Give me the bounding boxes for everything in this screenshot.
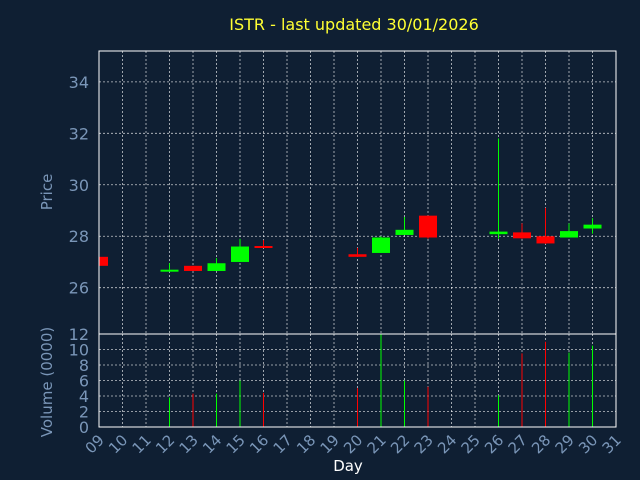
x-tick-label: 11 xyxy=(129,431,155,457)
x-tick-label: 21 xyxy=(364,431,390,457)
candle-body xyxy=(348,254,367,257)
candle-body xyxy=(395,229,414,235)
volume-tick-label: 12 xyxy=(69,325,89,344)
volume-tick-label: 10 xyxy=(69,341,89,360)
x-tick-label: 19 xyxy=(317,431,343,457)
price-tick-label: 28 xyxy=(69,227,89,246)
volume-panel-frame xyxy=(98,333,617,428)
volume-tick-label: 8 xyxy=(79,356,89,375)
x-tick-label: 31 xyxy=(599,431,625,457)
candle-body xyxy=(254,246,273,249)
volume-tick-label: 0 xyxy=(79,418,89,437)
candle-body xyxy=(99,256,108,266)
price-grid xyxy=(98,51,617,334)
candle-body xyxy=(207,263,226,271)
x-axis-label: Day xyxy=(333,457,363,475)
candle-body xyxy=(583,224,602,229)
volume-axis-label: Volume (0000) xyxy=(38,327,56,437)
x-tick-label: 12 xyxy=(152,431,178,457)
x-tick-label: 30 xyxy=(575,431,601,457)
x-tick-label: 25 xyxy=(458,431,484,457)
candle-body xyxy=(372,237,390,253)
candle-body xyxy=(231,246,249,262)
x-tick-label: 29 xyxy=(552,431,578,457)
x-tick-label: 14 xyxy=(199,431,225,457)
candle-body xyxy=(560,231,578,238)
x-tick-label: 24 xyxy=(434,431,460,457)
price-axis-ticks: 26 28 30 32 34 xyxy=(69,73,89,298)
x-tick-label: 13 xyxy=(176,431,202,457)
x-axis-ticks: 0910111213141516171819202122232425262728… xyxy=(82,431,625,457)
price-tick-label: 30 xyxy=(69,176,89,195)
volume-bars xyxy=(169,334,593,427)
candles xyxy=(98,138,602,272)
price-tick-label: 26 xyxy=(69,279,89,298)
x-tick-label: 16 xyxy=(246,431,272,457)
chart-title: ISTR - last updated 30/01/2026 xyxy=(229,15,479,34)
x-tick-label: 15 xyxy=(223,431,249,457)
candle-body xyxy=(160,269,179,272)
candle-body xyxy=(489,231,508,235)
x-tick-label: 27 xyxy=(505,431,531,457)
volume-tick-label: 2 xyxy=(79,403,89,422)
candle-body xyxy=(419,215,437,238)
price-axis-label: Price xyxy=(38,174,56,211)
x-tick-label: 10 xyxy=(105,431,131,457)
candle-body xyxy=(184,265,202,271)
x-tick-label: 22 xyxy=(387,431,413,457)
x-tick-label: 26 xyxy=(481,431,507,457)
x-tick-label: 23 xyxy=(411,431,437,457)
x-tick-label: 17 xyxy=(270,431,296,457)
x-tick-label: 28 xyxy=(528,431,554,457)
x-tick-label: 20 xyxy=(340,431,366,457)
price-tick-label: 32 xyxy=(69,124,89,143)
x-tick-label: 18 xyxy=(293,431,319,457)
volume-tick-label: 6 xyxy=(79,372,89,391)
price-tick-label: 34 xyxy=(69,73,89,92)
volume-tick-label: 4 xyxy=(79,387,89,406)
candle-body xyxy=(536,236,555,244)
candle-body xyxy=(513,232,531,239)
